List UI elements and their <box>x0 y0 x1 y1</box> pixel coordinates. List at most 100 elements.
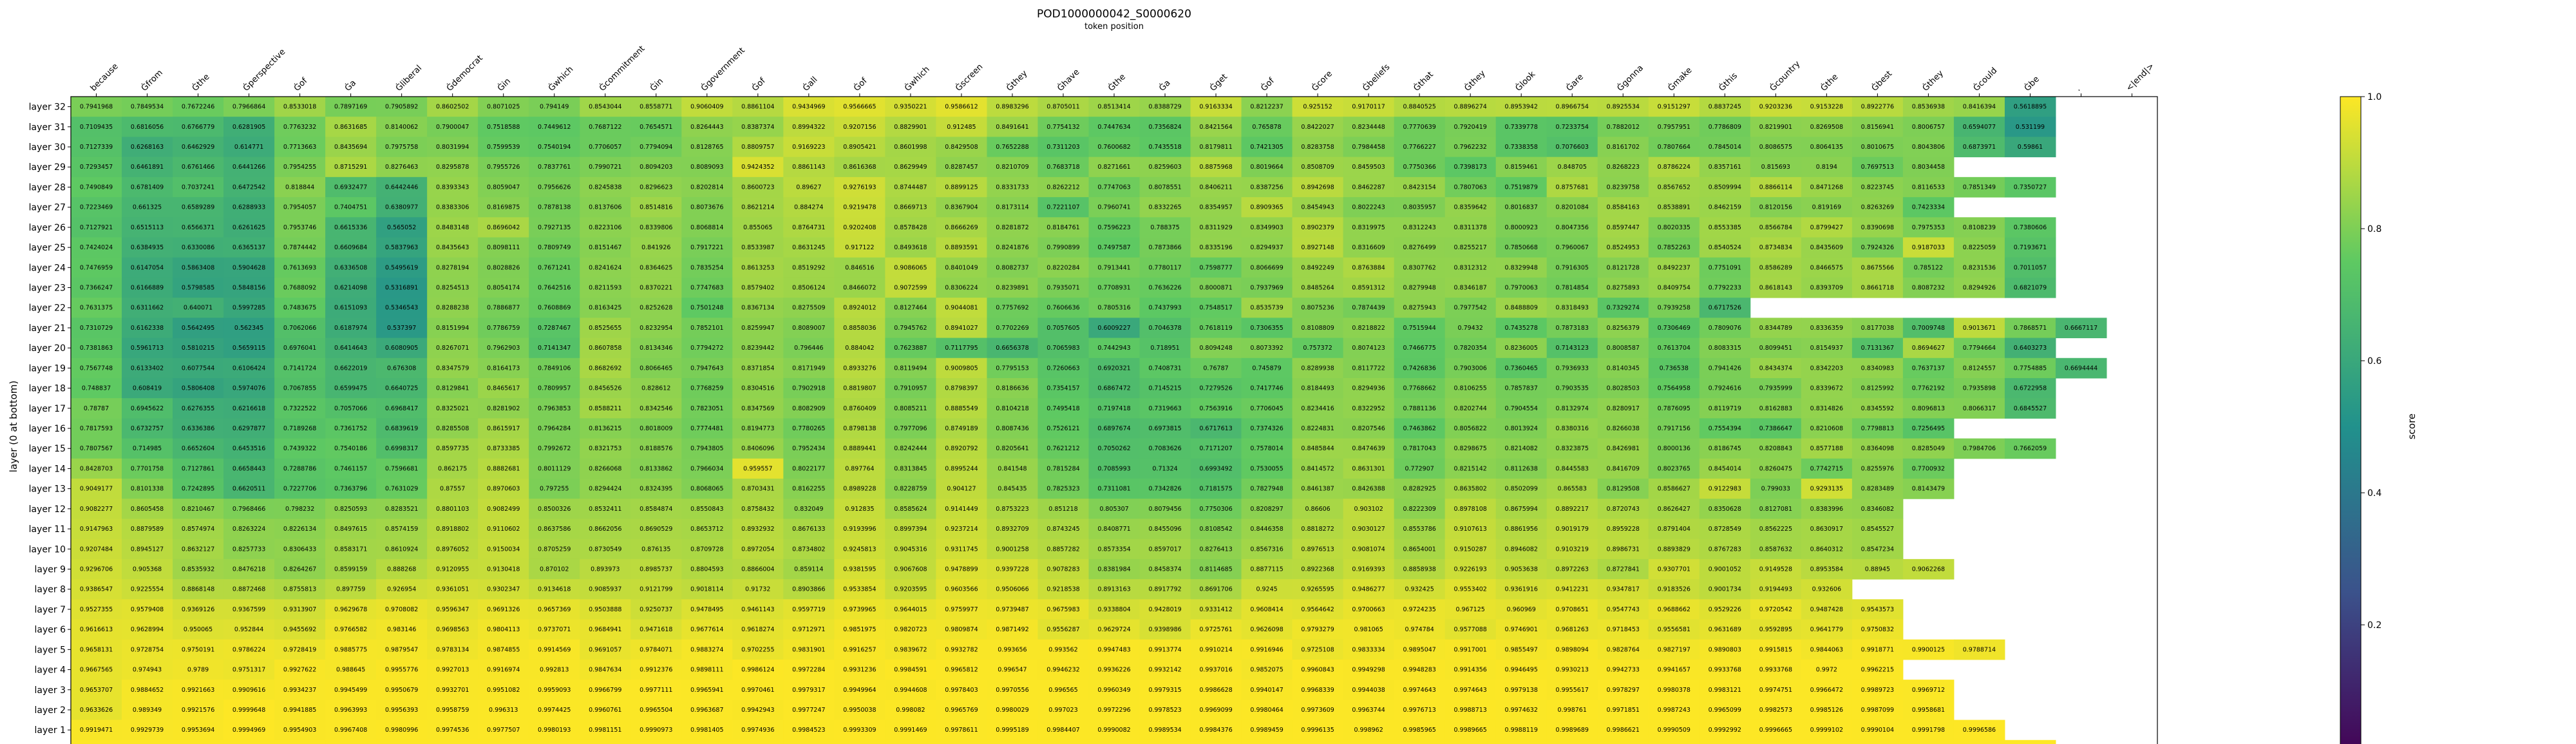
cell-value-label: 0.8276499 <box>1403 244 1435 251</box>
heatmap-cell <box>1088 217 1141 238</box>
cell-value-label: 0.537397 <box>387 325 416 332</box>
heatmap-cell <box>529 257 580 278</box>
cell-value-label: 0.8127081 <box>1759 506 1792 513</box>
heatmap-cell <box>1088 739 1141 744</box>
heatmap-cell <box>223 176 275 198</box>
heatmap-cell <box>936 338 987 359</box>
heatmap-cell <box>1953 137 2005 158</box>
heatmap-cell <box>580 338 631 359</box>
heatmap-cell <box>1343 137 1395 158</box>
heatmap-cell <box>1139 197 1191 218</box>
cell-value-label: 0.7935999 <box>1759 385 1792 392</box>
x-tick-label: Ġfrom <box>138 67 165 93</box>
heatmap-cell <box>1241 197 1293 218</box>
cell-value-label: 0.8085211 <box>894 405 927 412</box>
cell-value-label: 0.772907 <box>1405 465 1434 472</box>
heatmap-cell <box>1139 257 1191 278</box>
cell-value-label: 0.8734802 <box>792 546 825 553</box>
heatmap-cell <box>529 398 580 419</box>
cell-value-label: 0.8164173 <box>487 365 520 372</box>
x-tick-label: Ġhave <box>1055 66 1082 93</box>
heatmap-cell <box>1037 358 1089 379</box>
colorbar-tick-label: 0.4 <box>2367 488 2382 499</box>
cell-value-label: 0.9072599 <box>894 285 927 292</box>
cell-value-label: 0.8629949 <box>894 164 927 171</box>
cell-value-label: 0.6453516 <box>232 445 265 452</box>
heatmap-cell <box>1394 197 1446 218</box>
heatmap-cell <box>630 739 682 744</box>
y-tick-label: layer 20 <box>29 343 66 354</box>
cell-value-label: 0.9933768 <box>1709 667 1741 674</box>
cell-value-label: 0.9981151 <box>589 727 621 734</box>
cell-value-label: 0.5837963 <box>385 244 418 251</box>
cell-value-label: 0.9667565 <box>80 667 113 674</box>
cell-value-label: 0.9644015 <box>894 606 927 613</box>
heatmap-cell <box>681 257 733 278</box>
cell-value-label: 0.7941968 <box>80 104 113 111</box>
heatmap-cell <box>1037 318 1089 339</box>
cell-value-label: 0.981065 <box>1354 626 1383 633</box>
cell-value-label: 0.8972054 <box>741 546 774 553</box>
cell-value-label: 0.9049177 <box>80 486 113 493</box>
heatmap-cell <box>122 137 173 158</box>
heatmap-cell <box>1241 318 1293 339</box>
cell-value-label: 0.8223745 <box>1861 184 1894 191</box>
cell-value-label: 0.8390698 <box>1861 224 1894 231</box>
heatmap-cell <box>1953 338 2005 359</box>
cell-value-label: 0.7490849 <box>80 184 113 191</box>
cell-value-label: 0.9949964 <box>843 687 876 694</box>
cell-value-label: 0.9963687 <box>690 707 723 714</box>
cell-value-label: 0.912835 <box>845 506 874 513</box>
cell-value-label: 0.8896274 <box>1454 104 1486 111</box>
cell-value-label: 0.8997394 <box>894 526 927 533</box>
heatmap-cell <box>630 398 682 419</box>
cell-value-label: 0.6441266 <box>232 164 265 171</box>
cell-value-label: 0.8454943 <box>1301 204 1334 211</box>
cell-value-label: 0.8278194 <box>436 264 469 271</box>
heatmap-cell <box>2004 338 2056 359</box>
cell-value-label: 0.952844 <box>234 626 263 633</box>
cell-value-label: 0.8578428 <box>894 224 927 231</box>
heatmap-cell <box>1495 277 1548 298</box>
cell-value-label: 0.8208297 <box>1250 506 1283 513</box>
cell-value-label: 0.71324 <box>1152 465 1177 472</box>
y-tick-label: layer 23 <box>29 283 66 294</box>
heatmap-cell <box>630 257 682 278</box>
cell-value-label: 0.8162883 <box>1759 405 1792 412</box>
cell-value-label: 0.9933768 <box>1759 667 1792 674</box>
heatmap-cell <box>427 739 478 744</box>
cell-value-label: 0.6365137 <box>232 244 265 251</box>
cell-value-label: 0.9890803 <box>1709 646 1741 653</box>
cell-value-label: 0.9984407 <box>1046 727 1079 734</box>
cell-value-label: 0.8294926 <box>1963 285 1996 292</box>
cell-value-label: 0.6380977 <box>385 204 418 211</box>
cell-value-label: 0.7975758 <box>385 144 418 151</box>
cell-value-label: 0.9708651 <box>1556 606 1589 613</box>
heatmap-cell <box>1801 176 1853 198</box>
heatmap-cell <box>580 358 631 379</box>
heatmap-cell <box>71 318 122 339</box>
cell-value-label: 0.9828764 <box>1607 646 1640 653</box>
cell-value-label: 0.9993309 <box>843 727 876 734</box>
cell-value-label: 0.8727841 <box>1607 566 1640 573</box>
heatmap-cell <box>325 318 377 339</box>
colorbar-tick-label: 0.8 <box>2367 224 2382 234</box>
heatmap-cell <box>1801 277 1853 298</box>
cell-value-label: 0.8260475 <box>1759 465 1792 472</box>
cell-value-label: 0.7903535 <box>1556 385 1589 392</box>
cell-value-label: 0.8019664 <box>1250 164 1283 171</box>
y-tick-label: layer 11 <box>29 524 66 535</box>
cell-value-label: 0.7900047 <box>436 124 469 131</box>
heatmap-cell <box>936 318 987 339</box>
cell-value-label: 0.5806408 <box>182 385 214 392</box>
cell-value-label: 0.959557 <box>743 465 772 472</box>
cell-value-label: 0.6297877 <box>232 425 265 432</box>
cell-value-label: 0.9982573 <box>1759 707 1792 714</box>
cell-value-label: 0.9702255 <box>741 646 774 653</box>
heatmap-cell <box>1394 237 1446 258</box>
heatmap-cell <box>630 277 682 298</box>
heatmap-cell <box>1444 398 1497 419</box>
heatmap-cell <box>936 358 987 379</box>
cell-value-label: 0.8281902 <box>487 405 520 412</box>
cell-value-label: 0.998761 <box>1558 707 1587 714</box>
